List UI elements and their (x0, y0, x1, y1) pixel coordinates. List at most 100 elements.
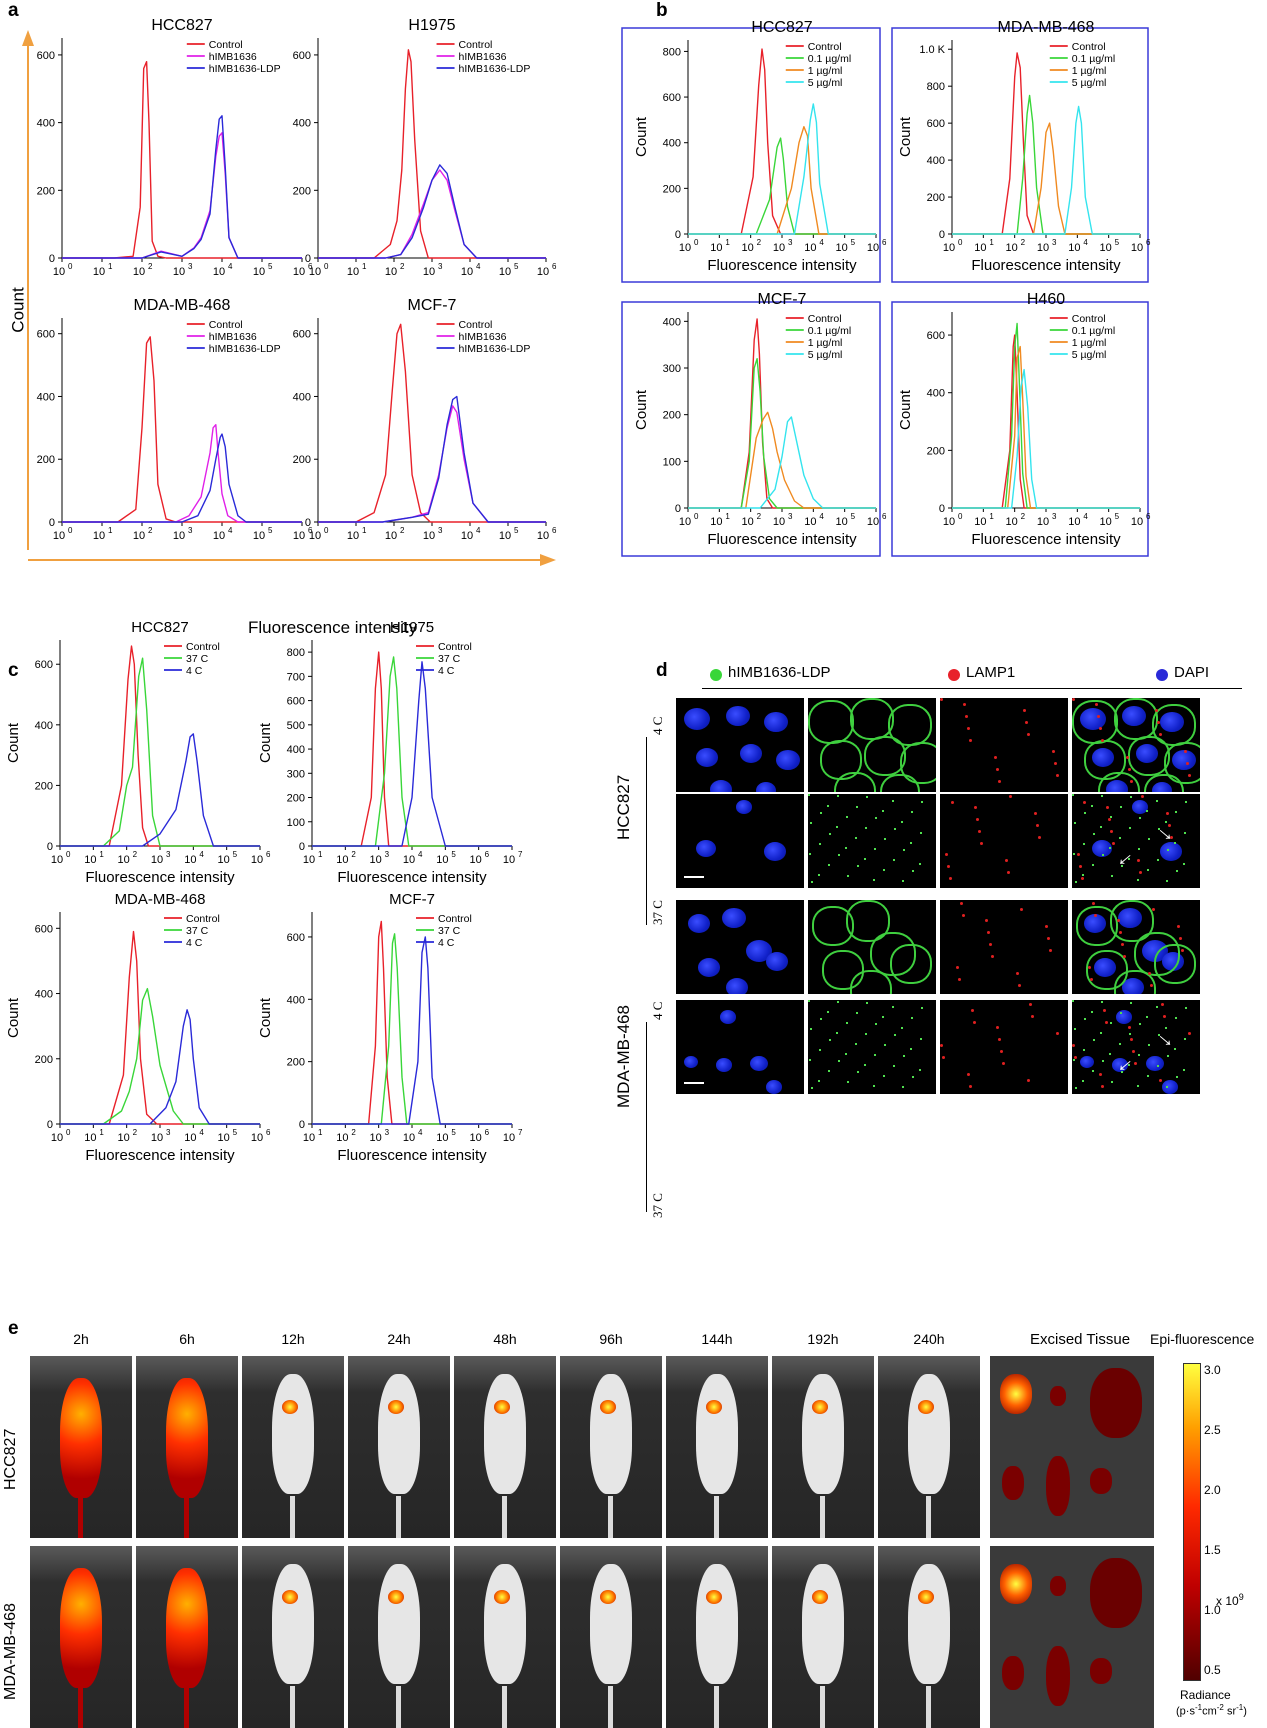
legend-label: 5 µg/ml (808, 77, 843, 89)
green-speck (827, 805, 829, 807)
x-tick-label: 10 (213, 530, 225, 542)
mouse-body (908, 1564, 950, 1684)
x-tick-exp: 5 (851, 512, 856, 521)
green-speck (1100, 1032, 1102, 1034)
x-tick-label: 10 (53, 530, 65, 542)
x-tick-label: 10 (1006, 516, 1018, 528)
green-speck (1146, 1016, 1148, 1018)
green-speck (836, 1032, 838, 1034)
red-speck (976, 818, 979, 821)
green-speck (1148, 838, 1150, 840)
red-speck (996, 768, 999, 771)
nucleus (1162, 1080, 1178, 1094)
mouse-tail (184, 1686, 189, 1728)
x-tick-label: 10 (943, 516, 955, 528)
green-speck (845, 847, 847, 849)
legend-label: 4 C (438, 937, 455, 949)
colorbar-exponent: x 109 (1216, 1592, 1244, 1608)
y-tick-label: 600 (287, 932, 305, 944)
mouse-image-r1-2 (242, 1546, 344, 1728)
tumor-signal (282, 1590, 298, 1604)
mouse-image-r0-3 (348, 1356, 450, 1538)
x-tick-label: 10 (436, 854, 448, 866)
y-tick-label: 800 (927, 81, 945, 93)
red-speck (1018, 984, 1021, 987)
row-label-mda: MDA-MB-468 (614, 1005, 633, 1108)
y-tick-label: 200 (287, 793, 305, 805)
legend-label: 0.1 µg/ml (1072, 53, 1115, 65)
x-tick-label: 10 (293, 530, 305, 542)
red-speck (1020, 908, 1023, 911)
nucleus (766, 1080, 782, 1094)
red-speck (1025, 721, 1028, 724)
tumor-signal (918, 1590, 934, 1604)
x-tick-label: 10 (118, 1132, 130, 1144)
y-tick-label: 600 (293, 50, 311, 62)
green-speck (1175, 811, 1177, 813)
green-speck (809, 1059, 811, 1061)
x-tick-exp: 6 (266, 850, 271, 859)
chart-title: H1975 (408, 17, 455, 34)
mouse-body (60, 1378, 102, 1498)
membrane (850, 970, 892, 994)
micrograph-r1-c2 (940, 794, 1068, 888)
y-tick-label: 0 (49, 517, 55, 529)
x-axis-label: Fluorescence intensity (337, 1147, 487, 1164)
nucleus (736, 800, 752, 814)
x-tick-exp: 5 (233, 850, 238, 859)
red-speck (1038, 836, 1041, 839)
green-speck (819, 1049, 821, 1051)
series-line-3 (688, 103, 876, 235)
timepoint-8: 240h (913, 1331, 945, 1347)
y-tick-label: 0 (47, 841, 53, 853)
y-axis-label: Count (633, 389, 650, 430)
red-speck (947, 865, 950, 868)
nucleus (720, 1010, 736, 1024)
red-speck (1094, 914, 1097, 917)
green-speck (808, 794, 810, 796)
green-speck (1120, 806, 1122, 808)
green-speck (1128, 858, 1130, 860)
timepoint-4: 48h (493, 1331, 517, 1347)
green-speck (864, 1064, 866, 1066)
x-tick-label: 10 (51, 1132, 63, 1144)
y-tick-label: 100 (663, 456, 681, 468)
x-tick-exp: 2 (400, 526, 405, 535)
green-speck (1129, 827, 1131, 829)
mouse-tail (608, 1686, 613, 1728)
mouse-tail (396, 1686, 401, 1728)
y-axis-label: Count (5, 997, 22, 1038)
x-tick-label: 10 (309, 266, 321, 278)
red-speck (1045, 925, 1048, 928)
legend-label: hIMB1636 (459, 51, 507, 63)
red-speck (998, 1038, 1001, 1041)
green-speck (1157, 859, 1159, 861)
green-speck (1184, 832, 1186, 834)
y-tick-label: 0 (305, 517, 311, 529)
x-tick-exp: 6 (552, 262, 557, 271)
x-axis-label: Fluorescence intensity (707, 531, 857, 548)
green-speck (1072, 794, 1074, 796)
y-axis-label: Count (897, 116, 914, 157)
red-speck (1097, 715, 1100, 718)
x-tick-label: 10 (347, 266, 359, 278)
tumor-signal (812, 1590, 828, 1604)
panel-a-xlabel: Fluorescence intensity (248, 618, 418, 637)
x-axis-label: Fluorescence intensity (707, 257, 857, 274)
x-tick-exp: 0 (66, 1128, 71, 1137)
green-speck (1110, 1022, 1112, 1024)
y-tick-label: 200 (37, 454, 55, 466)
series-line-2 (688, 126, 876, 235)
red-speck (949, 877, 952, 880)
x-tick-label: 10 (293, 266, 305, 278)
legend-label: Control (438, 641, 472, 653)
legend-label: hIMB1636-LDP (459, 63, 531, 75)
green-speck (1166, 880, 1168, 882)
chart-frame (891, 27, 1149, 283)
x-tick-label: 10 (423, 266, 435, 278)
nucleus (1116, 1010, 1132, 1024)
mouse-tail (926, 1686, 931, 1728)
green-speck (1174, 1048, 1176, 1050)
